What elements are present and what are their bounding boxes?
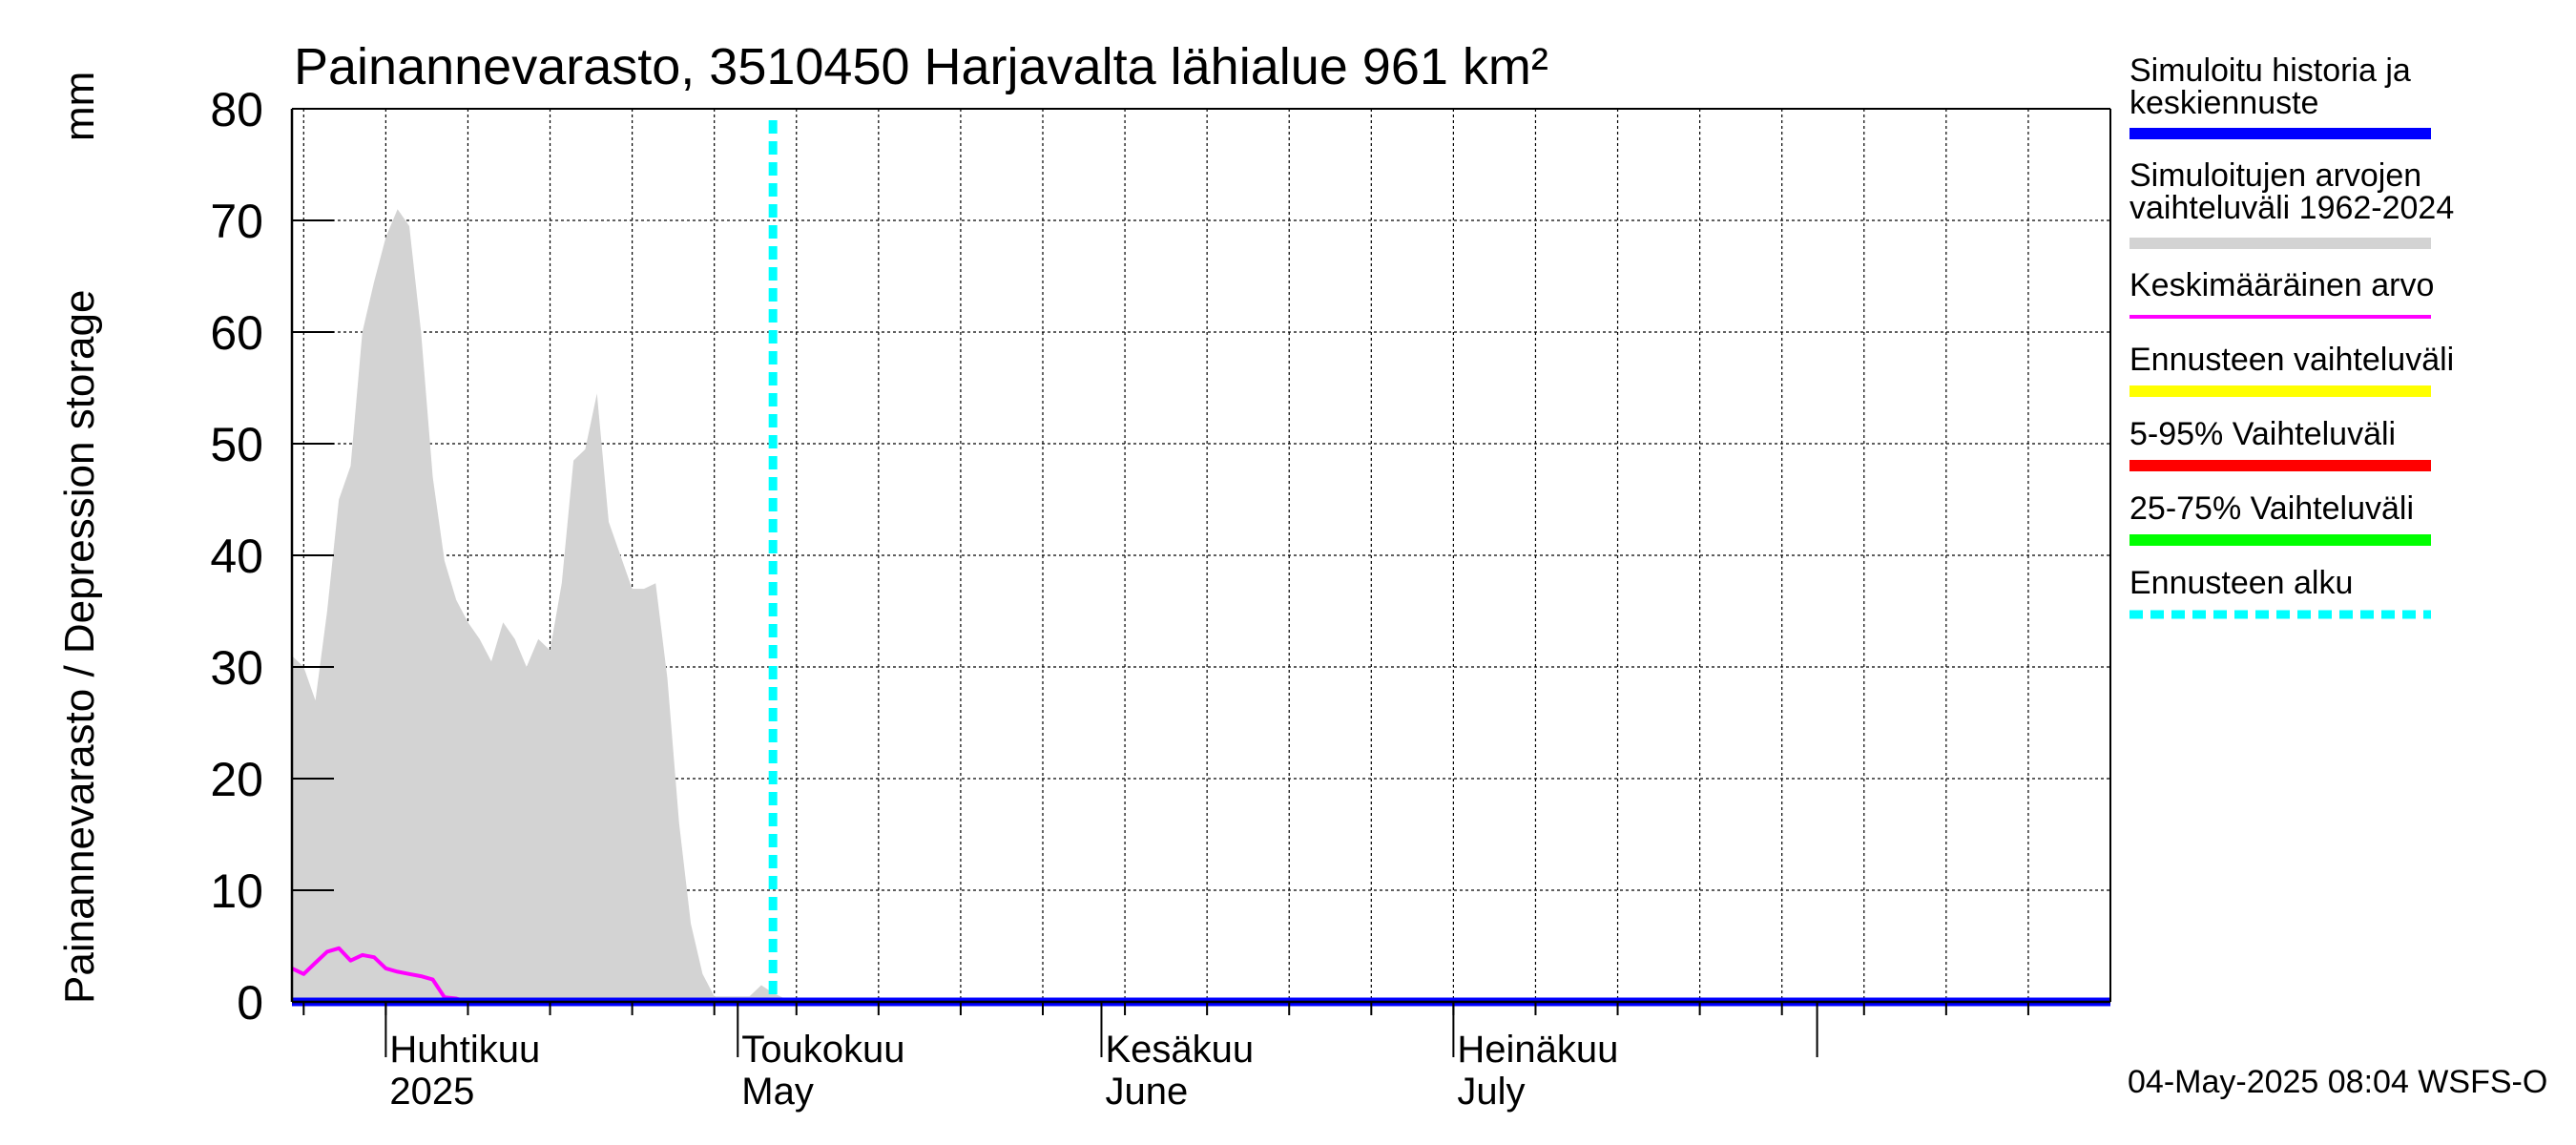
legend-item: 25-75% Vaihteluväli	[2129, 490, 2431, 546]
legend-label: Simuloitu historia ja	[2129, 52, 2411, 89]
month-label: Huhtikuu	[389, 1029, 540, 1071]
frame-layer	[290, 108, 2111, 1057]
month-sublabel: May	[741, 1071, 814, 1113]
month-label: Kesäkuu	[1105, 1029, 1254, 1071]
y-tick-label: 60	[210, 306, 263, 360]
legend-label: Ennusteen vaihteluväli	[2129, 342, 2454, 378]
range-area	[292, 209, 2110, 1003]
legend-item: Ennusteen vaihteluväli	[2129, 342, 2454, 397]
legend-item: Keskimääräinen arvo	[2129, 267, 2434, 319]
month-sublabel: July	[1457, 1071, 1525, 1113]
y-tick-label: 70	[210, 195, 263, 248]
month-sublabel: 2025	[389, 1071, 474, 1113]
legend-label: vaihteluväli 1962-2024	[2129, 190, 2454, 226]
y-tick-label: 40	[210, 530, 263, 583]
series-layer	[291, 120, 2110, 1007]
legend-item: Ennusteen alku	[2129, 565, 2431, 619]
legend-label: Simuloitujen arvojen	[2129, 157, 2421, 194]
legend-label: Keskimääräinen arvo	[2129, 267, 2434, 303]
y-axis-label: Painannevarasto / Depression storage	[56, 290, 103, 1004]
y-tick-label: 80	[210, 83, 263, 136]
y-tick-label: 30	[210, 641, 263, 695]
timestamp-footer: 04-May-2025 08:04 WSFS-O	[2128, 1064, 2547, 1100]
legend-label: Ennusteen alku	[2129, 565, 2353, 601]
legend-item: 5-95% Vaihteluväli	[2129, 416, 2431, 471]
legend-label: 25-75% Vaihteluväli	[2129, 490, 2414, 527]
text-layer: Painannevarasto, 3510450 Harjavalta lähi…	[56, 38, 2547, 1113]
y-tick-label: 0	[237, 976, 263, 1030]
y-axis-unit: mm	[56, 72, 103, 141]
y-tick-label: 20	[210, 753, 263, 806]
month-label: Heinäkuu	[1457, 1029, 1618, 1071]
chart-title: Painannevarasto, 3510450 Harjavalta lähi…	[294, 38, 1548, 95]
legend-label: keskiennuste	[2129, 85, 2318, 121]
legend: Simuloitu historia jakeskiennusteSimuloi…	[2129, 52, 2454, 619]
month-label: Toukokuu	[741, 1029, 904, 1071]
legend-label: 5-95% Vaihteluväli	[2129, 416, 2396, 452]
y-tick-label: 50	[210, 418, 263, 471]
grid-layer	[292, 108, 2110, 1003]
month-sublabel: June	[1105, 1071, 1188, 1113]
y-tick-label: 10	[210, 864, 263, 918]
